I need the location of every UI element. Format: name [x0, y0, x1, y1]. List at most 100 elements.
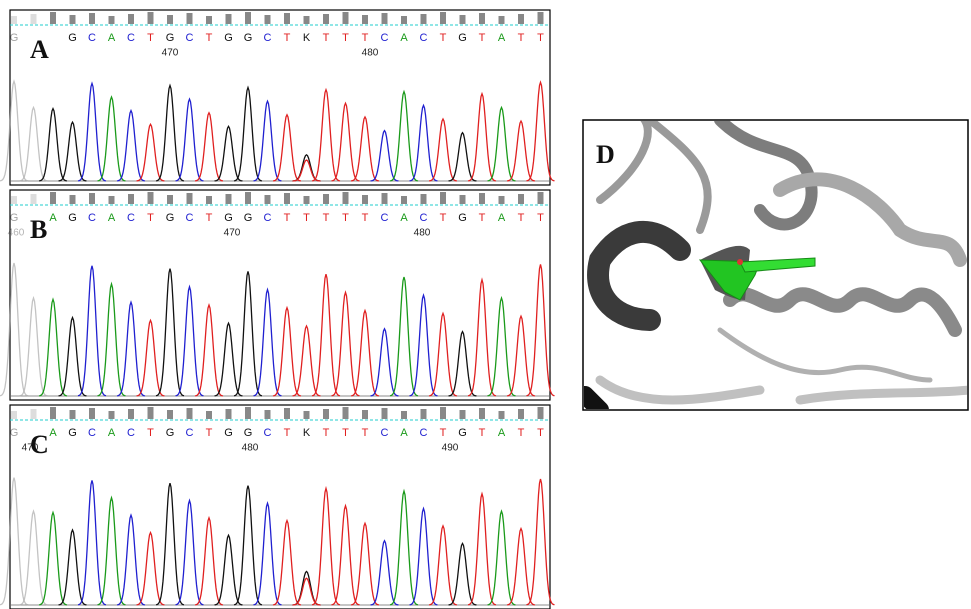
base-call: A	[400, 32, 408, 44]
base-call: T	[518, 212, 525, 224]
quality-bar	[303, 411, 310, 419]
base-call: T	[479, 212, 486, 224]
quality-bar	[401, 16, 407, 24]
base-call: G	[166, 427, 175, 439]
trace-peak	[292, 577, 321, 606]
base-call: T	[342, 212, 349, 224]
base-call: C	[127, 212, 135, 224]
quality-bar	[147, 12, 154, 24]
trace-peak	[116, 108, 146, 182]
trace-peak	[428, 311, 458, 397]
quality-bar	[420, 14, 427, 24]
panel-label: D	[596, 140, 615, 169]
trace-peak	[428, 117, 458, 182]
quality-bar	[186, 13, 193, 24]
position-number: 470	[162, 48, 179, 59]
base-call: T	[440, 427, 447, 439]
trace-peak	[389, 276, 419, 397]
trace-peak	[19, 509, 48, 606]
quality-bar	[323, 194, 329, 204]
trace-peak	[38, 297, 68, 397]
position-number: 470	[224, 228, 241, 239]
quality-bar	[128, 14, 134, 24]
base-call: C	[420, 427, 428, 439]
quality-bar	[186, 408, 193, 419]
quality-bar	[225, 14, 232, 24]
quality-bar	[264, 195, 271, 204]
quality-bar	[362, 410, 368, 419]
base-call: T	[537, 427, 544, 439]
quality-bar	[89, 408, 95, 419]
base-call: G	[458, 32, 467, 44]
quality-bar	[108, 196, 115, 204]
base-call: C	[264, 427, 272, 439]
base-call: T	[206, 32, 213, 44]
ribbons	[584, 121, 967, 409]
base-call: C	[88, 212, 96, 224]
base-call: C	[186, 212, 194, 224]
base-call: C	[381, 212, 389, 224]
base-call: G	[68, 32, 77, 44]
panel-frame	[9, 189, 551, 401]
quality-bar	[303, 16, 310, 24]
quality-bar	[498, 196, 505, 204]
base-call: A	[49, 427, 57, 439]
quality-bar	[303, 196, 310, 204]
base-call: G	[458, 212, 467, 224]
base-call: T	[147, 212, 154, 224]
quality-bar	[108, 411, 115, 419]
base-call: G	[10, 32, 19, 44]
quality-bar	[225, 409, 232, 419]
base-call: C	[381, 427, 389, 439]
base-call: G	[224, 427, 233, 439]
trace-peak	[155, 83, 185, 182]
trace-peak	[19, 295, 48, 397]
trace-peak	[97, 281, 126, 397]
position-number: 480	[242, 443, 259, 454]
base-call: T	[518, 32, 525, 44]
base-call: C	[264, 212, 272, 224]
base-call: K	[303, 427, 311, 439]
base-call: T	[362, 212, 369, 224]
quality-bar	[459, 195, 466, 204]
base-call: K	[303, 32, 311, 44]
trace-peak	[77, 480, 107, 606]
quality-bar	[206, 16, 212, 24]
trace-peak	[389, 89, 419, 182]
quality-bar	[420, 194, 427, 204]
quality-bar	[264, 410, 271, 419]
quality-bar	[420, 409, 427, 419]
trace-peak	[487, 509, 516, 606]
trace-peak	[97, 95, 126, 182]
base-call: C	[420, 32, 428, 44]
base-call: C	[264, 32, 272, 44]
quality-bar	[440, 12, 446, 24]
base-call: T	[206, 427, 213, 439]
quality-bar	[479, 408, 485, 419]
trace-peak	[389, 488, 419, 606]
trace-peak	[38, 106, 68, 182]
quality-bar	[381, 408, 388, 419]
base-call: A	[108, 427, 116, 439]
base-call: A	[108, 32, 116, 44]
base-call: T	[323, 427, 330, 439]
quality-bar	[440, 407, 446, 419]
panel-label: B	[30, 215, 47, 244]
quality-bar	[50, 192, 56, 204]
base-call: G	[458, 427, 467, 439]
quality-bar	[245, 12, 251, 24]
trace-peak	[467, 491, 497, 606]
trace-peak	[350, 308, 380, 397]
base-call: G	[244, 427, 253, 439]
quality-bar	[479, 193, 485, 204]
trace-peak	[409, 506, 438, 606]
quality-bar	[11, 196, 17, 204]
panel-label: C	[30, 430, 49, 459]
base-call: T	[440, 212, 447, 224]
base-call: T	[362, 32, 369, 44]
base-call: C	[186, 427, 194, 439]
base-call: G	[10, 212, 19, 224]
base-call: C	[127, 32, 135, 44]
quality-bar	[30, 409, 37, 419]
